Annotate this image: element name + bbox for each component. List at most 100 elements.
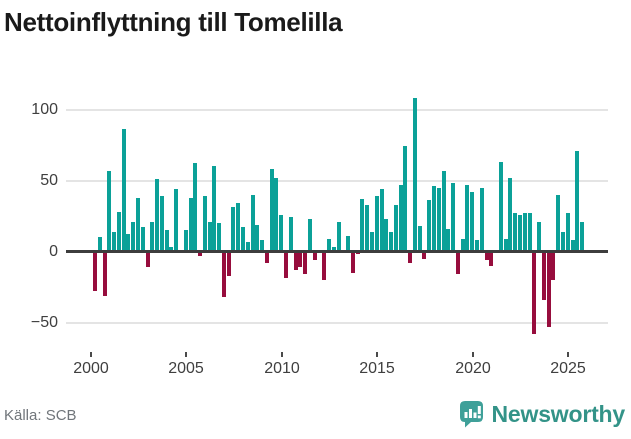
x-axis-label: 2020	[455, 360, 491, 377]
bar	[284, 252, 288, 278]
bar	[403, 146, 407, 252]
x-tick	[567, 352, 569, 357]
bar	[351, 252, 355, 273]
bar	[313, 252, 317, 260]
bar	[566, 213, 570, 252]
bar	[537, 222, 541, 252]
bar	[98, 237, 102, 252]
bar	[193, 163, 197, 252]
bar	[384, 219, 388, 252]
bar	[456, 252, 460, 274]
bar	[327, 239, 331, 252]
bar	[370, 232, 374, 252]
bar	[131, 222, 135, 252]
x-tick	[472, 352, 474, 357]
bar	[294, 252, 298, 270]
bar	[580, 222, 584, 252]
bar	[508, 178, 512, 252]
bar	[165, 230, 169, 252]
bar	[146, 252, 150, 267]
y-axis-label: 50	[40, 172, 58, 189]
bar	[399, 185, 403, 252]
bar	[451, 183, 455, 252]
bar	[184, 230, 188, 252]
y-axis-label: −50	[30, 314, 58, 331]
bar	[556, 195, 560, 252]
bar	[427, 200, 431, 252]
bar	[107, 171, 111, 252]
bar	[236, 203, 240, 252]
bar	[461, 239, 465, 252]
bar	[513, 213, 517, 252]
bar	[189, 198, 193, 252]
gridline	[66, 322, 608, 324]
bar	[571, 240, 575, 252]
x-axis-label: 2015	[359, 360, 395, 377]
bar	[360, 199, 364, 252]
bar	[260, 240, 264, 252]
bar-chart-speech-bubble-icon	[459, 401, 483, 428]
bar	[322, 252, 326, 280]
bar	[241, 227, 245, 252]
bar	[231, 207, 235, 252]
x-tick	[90, 352, 92, 357]
bar	[246, 242, 250, 252]
bar	[542, 252, 546, 300]
bar	[465, 185, 469, 252]
bar	[380, 189, 384, 252]
bar	[446, 229, 450, 252]
bar	[251, 195, 255, 252]
bar	[432, 186, 436, 252]
bar	[408, 252, 412, 263]
bar	[375, 196, 379, 252]
bar	[356, 252, 360, 254]
bar	[274, 178, 278, 252]
bar	[332, 247, 336, 252]
bar	[561, 232, 565, 252]
bar	[270, 169, 274, 252]
x-tick	[185, 352, 187, 357]
bar	[126, 234, 130, 252]
chart-title: Nettoinflyttning till Tomelilla	[4, 7, 343, 37]
bar	[389, 232, 393, 252]
bar	[212, 166, 216, 252]
bar	[289, 217, 293, 252]
bar	[480, 188, 484, 252]
bar	[227, 252, 231, 276]
newsworthy-wordmark: Newsworthy	[491, 401, 626, 427]
bar	[150, 222, 154, 252]
bar	[93, 252, 97, 291]
x-axis-label: 2005	[168, 360, 204, 377]
bar	[337, 222, 341, 252]
bar	[413, 98, 417, 252]
bar	[532, 252, 536, 334]
bar	[265, 252, 269, 263]
bar	[504, 239, 508, 252]
x-tick	[376, 352, 378, 357]
bar	[437, 188, 441, 252]
bar	[298, 252, 302, 267]
bar	[547, 252, 551, 327]
x-axis-label: 2000	[73, 360, 109, 377]
zero-axis-line	[66, 250, 608, 253]
bar	[523, 213, 527, 252]
bar	[346, 236, 350, 252]
x-axis-label: 2010	[264, 360, 300, 377]
x-axis-label: 2025	[550, 360, 586, 377]
bar	[208, 222, 212, 252]
bar	[198, 252, 202, 256]
bar	[475, 240, 479, 252]
bar	[418, 226, 422, 252]
bar	[485, 252, 489, 260]
bar	[308, 219, 312, 252]
bar	[117, 212, 121, 252]
bar	[551, 252, 555, 280]
x-tick	[281, 352, 283, 357]
bar	[422, 252, 426, 259]
bar	[122, 129, 126, 252]
bar	[518, 215, 522, 252]
bar	[136, 198, 140, 252]
bar	[103, 252, 107, 296]
bar	[279, 215, 283, 252]
